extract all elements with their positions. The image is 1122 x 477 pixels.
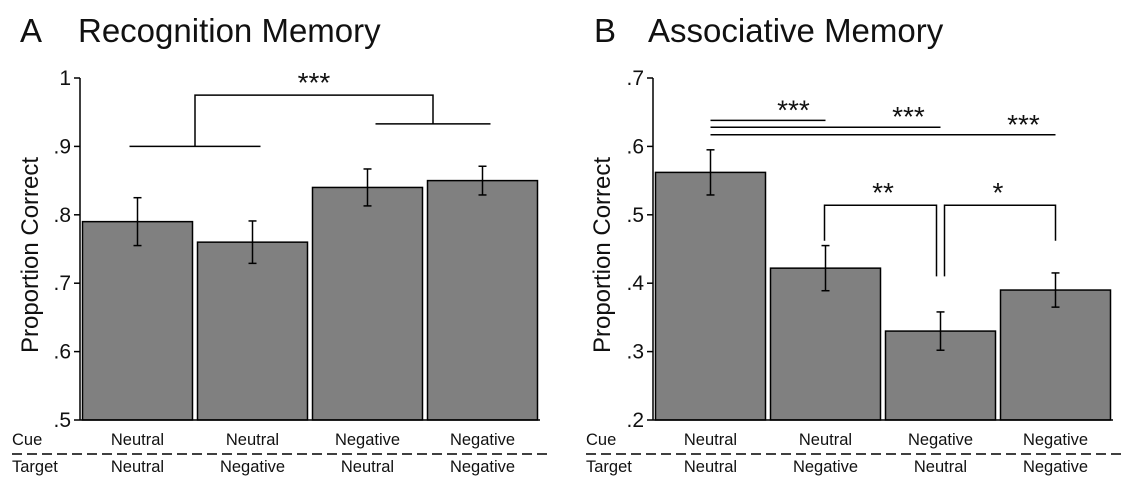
panel-b-ytick-label: .2 [626,409,644,432]
panel-b-ytick-label: .5 [626,204,644,227]
panel-a-bar [198,242,308,420]
panel-b-target-label: Neutral [914,458,967,476]
panel-a-target-label: Negative [220,458,285,476]
panel-a-ytick-label: .5 [53,409,71,432]
panel-b-row-label-cue: Cue [586,431,616,449]
panel-a-sig-label: *** [298,67,331,98]
panel-b-target-label: Neutral [684,458,737,476]
panel-a-bar [313,187,423,420]
panel-b-sig-label: * [993,177,1004,208]
panel-b-sig-label: *** [1007,109,1040,140]
panel-a-plot: .5 .6 .7 .8 .9 1 Cue Target Neutral Neutral Neutra… [12,67,548,476]
panel-b-bar [1001,290,1111,420]
panel-a-target-label: Neutral [341,458,394,476]
panel-a: A Recognition Memory Proportion Correct … [12,12,548,476]
panel-b: B Associative Memory Proportion Correct … [586,12,1121,476]
panel-a-title: Recognition Memory [78,12,381,49]
panel-a-bar [428,181,538,420]
panel-a-ytick-label: .7 [53,272,71,295]
panel-b-target-label: Negative [793,458,858,476]
panel-b-sig-bracket [945,205,1056,276]
panel-b-ytick-label: .7 [626,67,644,90]
panel-a-sig-bracket [195,95,433,146]
panel-b-ylabel: Proportion Correct [589,157,616,353]
panel-b-letter: B [594,12,616,49]
panel-a-target-label: Neutral [111,458,164,476]
panel-a-row-label-target: Target [12,458,58,476]
panel-b-cue-label: Negative [908,431,973,449]
panel-a-cue-label: Negative [335,431,400,449]
panel-b-bar [656,172,766,420]
panel-a-bar [83,222,193,420]
panel-b-cue-label: Neutral [684,431,737,449]
panel-b-sig-label: ** [872,177,894,208]
panel-b-ytick-label: .3 [626,341,644,364]
panel-b-sig-bracket [825,205,937,276]
panel-b-row-label-target: Target [586,458,632,476]
panel-a-ytick-label: .6 [53,341,71,364]
panel-b-cue-label: Negative [1023,431,1088,449]
panel-a-cue-label: Neutral [111,431,164,449]
panel-a-ytick-label: .9 [53,135,71,158]
panel-b-sig-label: *** [777,94,810,125]
panel-b-plot: .2 .3 .4 .5 .6 .7 Cue Target Neutral Neutral Neutr… [586,67,1121,476]
panel-b-sig-label: *** [892,101,925,132]
panel-a-row-label-cue: Cue [12,431,42,449]
panel-b-ytick-label: .6 [626,135,644,158]
panel-a-letter: A [20,12,42,49]
panel-b-target-label: Negative [1023,458,1088,476]
panel-a-cue-label: Negative [450,431,515,449]
panel-a-ytick-label: .8 [53,204,71,227]
panel-a-cue-label: Neutral [226,431,279,449]
panel-b-ytick-label: .4 [626,272,644,295]
panel-a-ytick-label: 1 [59,67,71,90]
panel-b-title: Associative Memory [648,12,944,49]
panel-a-ylabel: Proportion Correct [17,157,44,353]
panel-b-cue-label: Neutral [799,431,852,449]
panel-a-target-label: Negative [450,458,515,476]
